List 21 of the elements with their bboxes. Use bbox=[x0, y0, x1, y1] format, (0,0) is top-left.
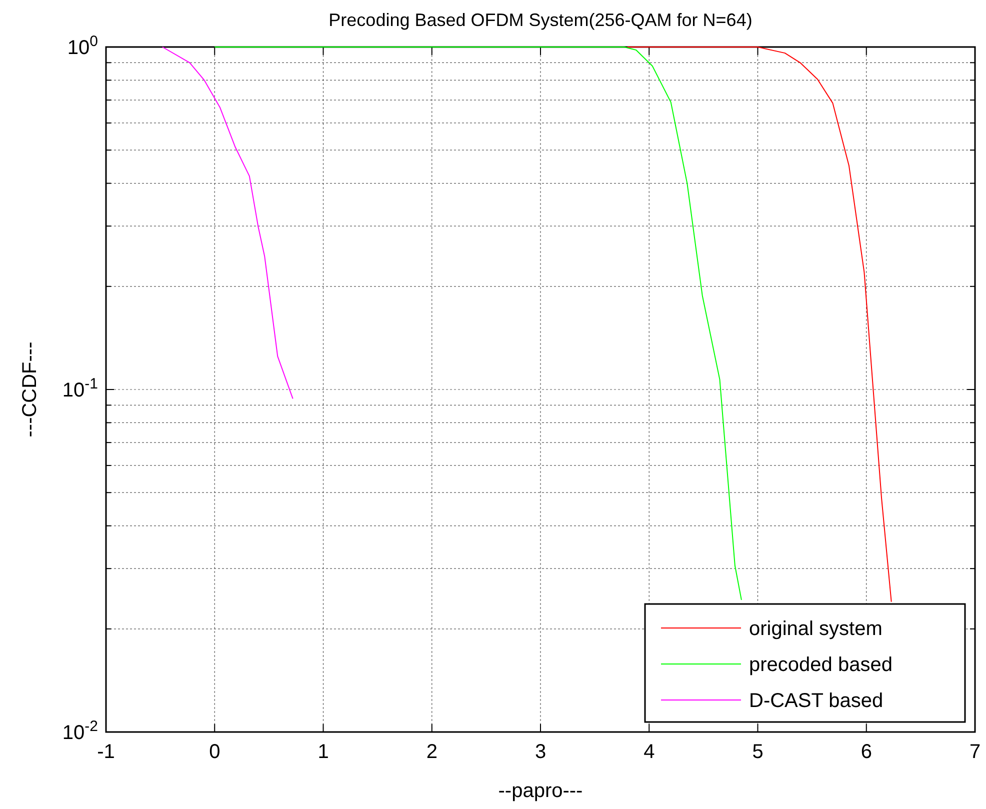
x-tick-label: 6 bbox=[860, 741, 872, 763]
x-tick-label: -1 bbox=[97, 741, 115, 763]
y-axis-title: ---CCDF--- bbox=[19, 342, 41, 438]
y-tick-label: 10$^{-1}$ bbox=[62, 375, 98, 402]
legend-label: original system bbox=[749, 618, 882, 640]
x-tick-label: 2 bbox=[426, 741, 438, 763]
y-tick-label: 10$^{0}$ bbox=[67, 32, 98, 59]
line-series bbox=[626, 46, 892, 602]
chart-title: Precoding Based OFDM System(256-QAM for N=64) bbox=[328, 10, 752, 30]
x-axis-title: --papro--- bbox=[498, 780, 583, 802]
x-tick-label: 1 bbox=[318, 741, 329, 763]
x-tick-label: 0 bbox=[209, 741, 220, 763]
x-tick-label: 5 bbox=[752, 741, 764, 763]
line-series bbox=[162, 46, 294, 400]
x-tick-label: 3 bbox=[534, 741, 546, 763]
legend-label: D-CAST based bbox=[749, 690, 884, 712]
x-tick-label: 7 bbox=[969, 741, 981, 763]
y-tick-label: 10$^{-2}$ bbox=[62, 718, 98, 744]
line-series bbox=[214, 46, 742, 600]
legend-label: precoded based bbox=[749, 654, 892, 676]
x-tick-label: 4 bbox=[644, 741, 655, 763]
